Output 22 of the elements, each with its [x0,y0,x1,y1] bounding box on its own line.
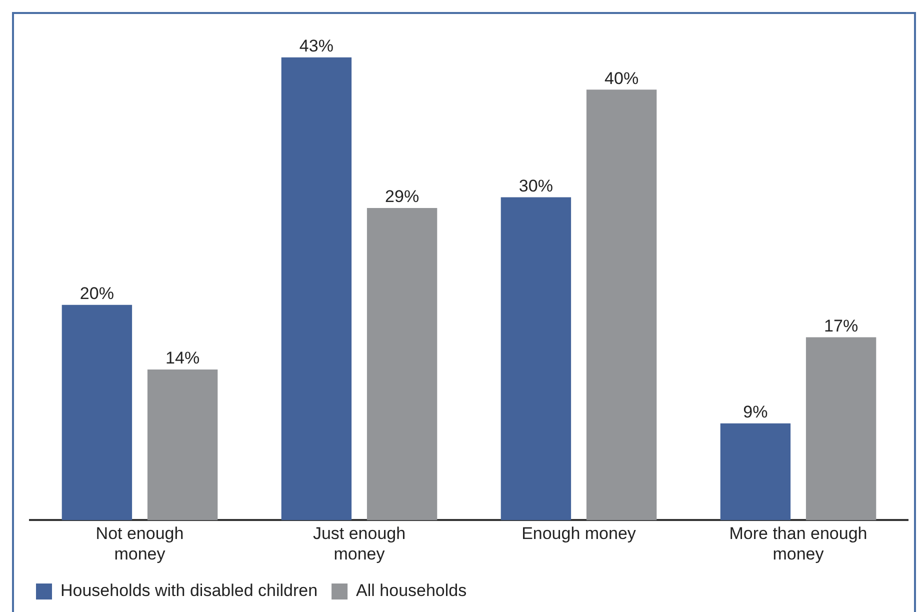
data-label: 30% [518,176,553,196]
bar [281,57,352,520]
data-label: 17% [824,316,858,336]
bar [147,370,218,520]
data-label: 9% [743,402,768,422]
bar [62,304,132,520]
bar [720,423,791,520]
bar [500,197,572,520]
bar [366,208,438,520]
legend-label: Households with disabled children [60,581,318,600]
data-label: 20% [80,284,114,304]
x-tick-label: More than enough money [729,524,868,564]
x-tick-label: Enough money [522,524,636,544]
bar [586,90,657,520]
x-tick-label: Not enough money [96,524,184,564]
legend-label: All households [356,581,467,600]
data-label: 40% [604,68,639,88]
data-label: 14% [166,348,200,368]
data-label: 43% [299,36,334,56]
x-tick-label: Just enough money [312,524,406,564]
bar [806,337,876,520]
data-label: 29% [385,187,420,206]
